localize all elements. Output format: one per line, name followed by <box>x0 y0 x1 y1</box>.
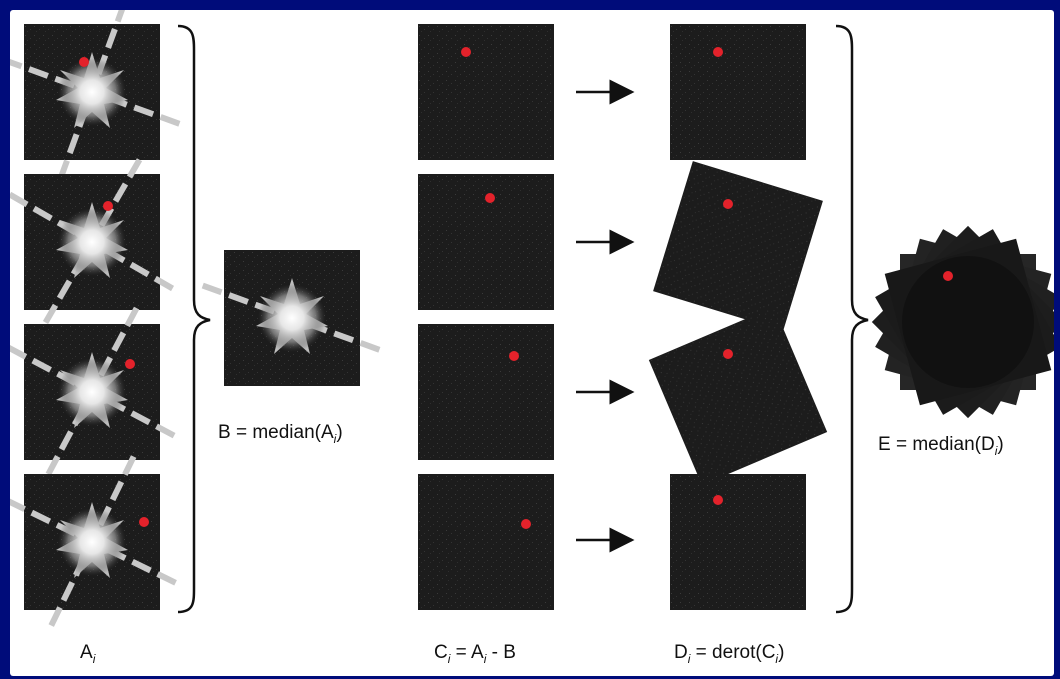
label-d: Di = derot(Ci) <box>674 642 784 666</box>
derotated-frame-4 <box>670 474 806 610</box>
derotated-frame-2 <box>653 161 823 331</box>
diagram-frame: Ai B = median(Ai) Ci = Ai - B Di = derot… <box>10 10 1054 676</box>
raw-frame-4 <box>10 455 179 629</box>
planet-dot <box>723 199 733 209</box>
brace-left <box>177 24 211 614</box>
label-a: Ai <box>80 642 96 666</box>
planet-dot <box>461 47 471 57</box>
planet-dot <box>713 47 723 57</box>
derotated-frame-1 <box>670 24 806 160</box>
subtracted-column <box>418 24 554 610</box>
raw-frame-1 <box>10 10 183 183</box>
adi-pipeline-diagram: Ai B = median(Ai) Ci = Ai - B Di = derot… <box>10 10 1054 666</box>
subtracted-frame-1 <box>418 24 554 160</box>
label-e: E = median(Di) <box>878 434 1004 458</box>
subtracted-frame-2 <box>418 174 554 310</box>
derotated-frame-3 <box>648 306 828 486</box>
median-frame <box>201 250 383 386</box>
arrows <box>576 79 635 553</box>
raw-frame-2 <box>10 158 176 326</box>
planet-dot <box>723 349 733 359</box>
planet-dot <box>485 193 495 203</box>
planet-dot <box>79 57 89 67</box>
label-c: Ci = Ai - B <box>434 642 516 666</box>
planet-dot <box>509 351 519 361</box>
derotated-column <box>648 24 828 610</box>
raw-frame-3 <box>10 306 178 478</box>
brace-right <box>835 24 869 614</box>
final-median-frame <box>871 225 1054 419</box>
planet-dot <box>139 517 149 527</box>
subtracted-frame-4 <box>418 474 554 610</box>
label-b: B = median(Ai) <box>218 422 343 446</box>
planet-dot <box>713 495 723 505</box>
planet-dot <box>943 271 953 281</box>
planet-dot <box>521 519 531 529</box>
subtracted-frame-3 <box>418 324 554 460</box>
planet-dot <box>103 201 113 211</box>
raw-frames-column <box>10 10 183 629</box>
planet-dot <box>125 359 135 369</box>
